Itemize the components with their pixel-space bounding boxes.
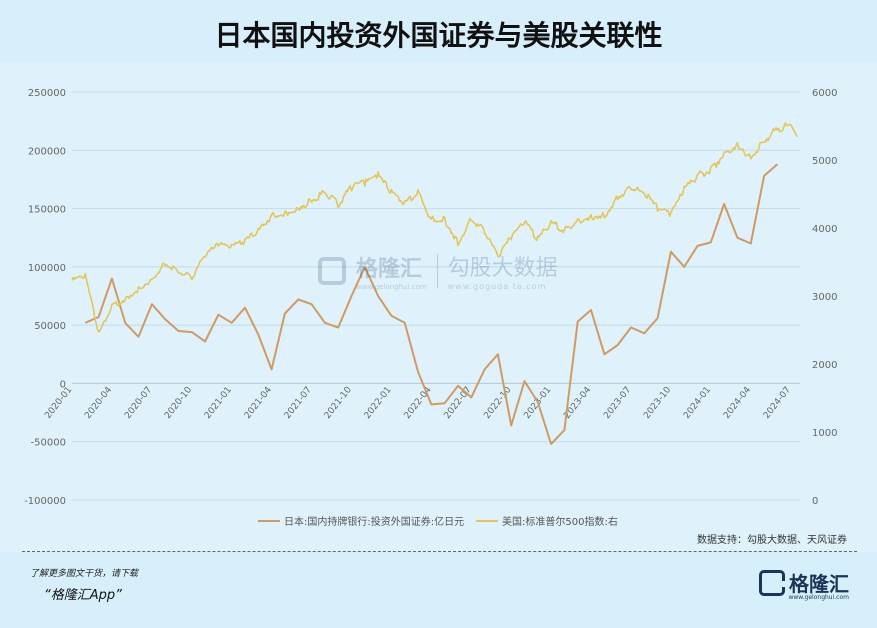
x-tick-label: 2020-01 <box>43 385 74 421</box>
watermark-right-text: 勾股大数据 <box>447 256 558 281</box>
right-tick-label: 0 <box>812 496 818 507</box>
series-group <box>71 122 799 445</box>
series-line <box>71 122 799 333</box>
x-tick-label: 2021-01 <box>203 385 234 421</box>
x-tick-label: 2022-04 <box>403 385 434 421</box>
right-tick-label: 3000 <box>812 292 837 303</box>
x-tick-label: 2020-07 <box>123 385 154 421</box>
left-tick-label: 250000 <box>28 88 66 99</box>
footer-app-name: “格隆汇App” <box>44 588 122 603</box>
left-tick-label: -50000 <box>31 438 66 449</box>
watermark-separator <box>436 253 438 288</box>
chart-panel <box>0 62 877 552</box>
left-axis-ticks: -100000 -50000 0 50000 100000 150000 200000 250… <box>24 88 66 507</box>
series-line <box>84 163 779 445</box>
right-tick-label: 2000 <box>812 360 837 371</box>
x-tick-label: 2024-04 <box>722 385 753 421</box>
brand-logo: 格隆汇 www.gelonghui.com <box>759 568 849 601</box>
footer-divider <box>22 551 857 552</box>
x-axis-ticks: 2020-01 2020-04 2020-07 2020-10 2021-01 2021-… <box>43 385 793 421</box>
x-tick-label: 2022-01 <box>363 385 394 421</box>
data-source: 数据支持：勾股大数据、天风证券 <box>697 535 847 546</box>
left-tick-label: -100000 <box>24 496 66 507</box>
x-tick-label: 2022-07 <box>443 385 474 421</box>
x-tick-label: 2020-10 <box>163 385 194 421</box>
x-tick-label: 2024-01 <box>682 385 713 421</box>
right-tick-label: 6000 <box>812 88 837 99</box>
watermark: 格隆汇 www.gelonghui.com 勾股大数据 www.goguda t… <box>318 250 558 291</box>
left-tick-label: 100000 <box>28 263 66 274</box>
watermark-logo-icon <box>318 256 346 285</box>
x-tick-label: 2024-07 <box>762 385 793 421</box>
brand-logo-url: www.gelonghui.com <box>788 594 849 601</box>
x-tick-label: 2021-04 <box>243 385 274 421</box>
legend-label: 美国:标准普尔500指数:右 <box>502 515 618 528</box>
left-tick-label: 150000 <box>28 205 66 216</box>
x-tick-label: 2023-07 <box>602 385 633 421</box>
watermark-left-text: 格隆汇 <box>356 256 423 282</box>
left-tick-label: 50000 <box>34 321 66 332</box>
legend: 日本:国内持牌银行:投资外国证券:亿日元 美国:标准普尔500指数:右 <box>258 515 618 528</box>
page-title: 日本国内投资外国证券与美股关联性 <box>214 19 663 52</box>
x-tick-label: 2021-07 <box>283 385 314 421</box>
left-tick-label: 200000 <box>28 146 66 157</box>
footer-note: 了解更多图文干货，请下载 <box>30 569 139 579</box>
right-tick-label: 4000 <box>812 224 837 235</box>
x-tick-label: 2020-04 <box>83 385 114 421</box>
watermark-right-url: www.goguda ta.com <box>447 282 547 291</box>
brand-logo-name: 格隆汇 <box>789 572 849 596</box>
x-tick-label: 2023-10 <box>642 385 673 421</box>
x-tick-label: 2021-10 <box>323 385 354 421</box>
left-tick-label: 0 <box>60 379 66 390</box>
grid-lines <box>72 91 800 501</box>
watermark-left-url: www.gelonghui.com <box>356 282 427 291</box>
right-tick-label: 5000 <box>812 156 837 167</box>
right-axis-ticks: 0 1000 2000 3000 4000 5000 6000 <box>812 88 837 507</box>
right-tick-label: 1000 <box>812 428 837 439</box>
brand-logo-icon <box>759 569 785 596</box>
legend-label: 日本:国内持牌银行:投资外国证券:亿日元 <box>284 515 464 528</box>
